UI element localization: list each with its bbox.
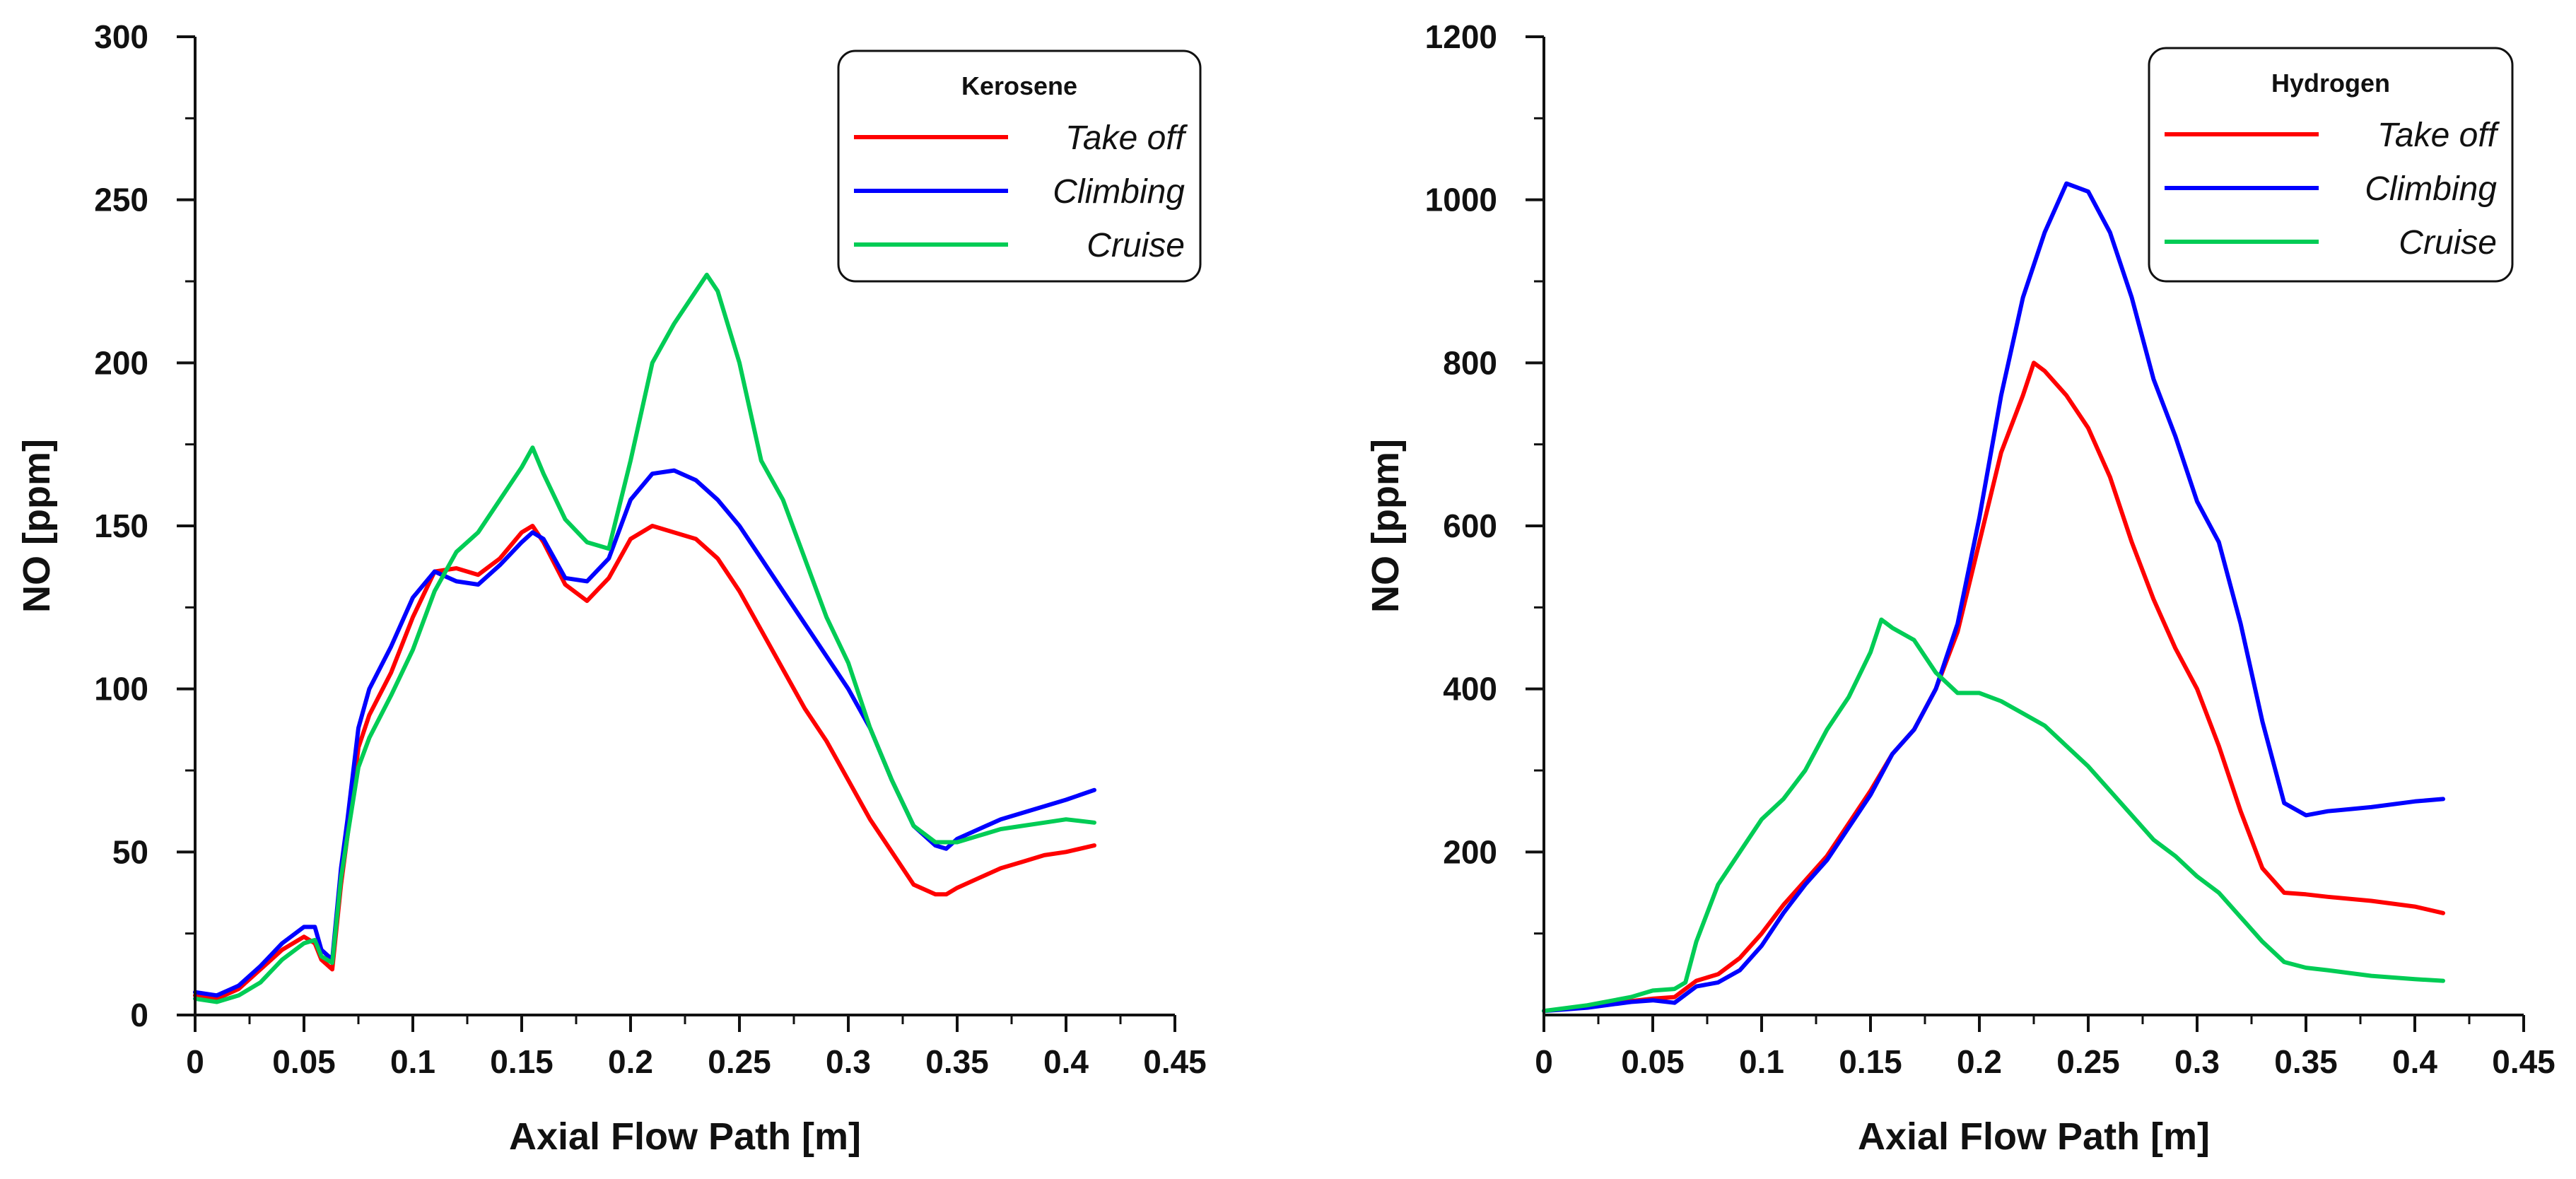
x-tick-label: 0.1 (390, 1043, 435, 1080)
x-tick-label: 0.25 (708, 1043, 771, 1080)
kerosene-chart: 0 0.05 0.1 0.15 0.2 0.25 0.3 0.35 0.4 0.45 0 50 100 1… (16, 18, 1207, 1158)
y-tick-label: 300 (94, 18, 148, 55)
y-tick-label: 600 (1443, 508, 1497, 544)
y-tick-label: 400 (1443, 671, 1497, 708)
series-line-take-off (193, 524, 1096, 1001)
legend-box (837, 49, 1202, 283)
y-tick-label: 200 (94, 344, 148, 381)
legend-title: Hydrogen (2271, 69, 2390, 98)
x-tick-label: 0.05 (1621, 1043, 1685, 1080)
x-tick-label: 0.35 (925, 1043, 989, 1080)
y-tick-label: 250 (94, 182, 148, 218)
legend-label-cruise: Cruise (1087, 227, 1185, 264)
legend-label-cruise: Cruise (2399, 224, 2497, 262)
legend-label-climbing: Climbing (2365, 170, 2497, 208)
y-tick-label: 150 (94, 508, 148, 544)
x-tick-label: 0.15 (490, 1043, 554, 1080)
y-tick-label: 50 (112, 833, 148, 870)
y-axis-title: NO [ppm] (1364, 439, 1407, 613)
x-tick-label: 0.25 (2056, 1043, 2120, 1080)
y-axis-title: NO [ppm] (16, 439, 58, 613)
x-tick-label: 0.15 (1839, 1043, 1902, 1080)
y-tick-label: 0 (130, 997, 148, 1033)
series-line-climbing (1542, 181, 2445, 1014)
y-tick-label: 200 (1443, 833, 1497, 870)
legend: Hydrogen Take off Climbing Cruise (2148, 47, 2514, 283)
legend-title: Kerosene (961, 71, 1077, 100)
x-tick-label: 0.3 (826, 1043, 871, 1080)
y-tick-label: 800 (1443, 344, 1497, 381)
hydrogen-chart: 0 0.05 0.1 0.15 0.2 0.25 0.3 0.35 0.4 0.45 200 400 6… (1364, 18, 2555, 1158)
legend-label-take-off: Take off (2377, 117, 2500, 154)
x-tick-label: 0.3 (2174, 1043, 2220, 1080)
x-tick-label: 0.45 (1143, 1043, 1207, 1080)
y-tick-label: 100 (94, 671, 148, 708)
x-tick-label: 0.2 (608, 1043, 653, 1080)
x-tick-label: 0 (1535, 1043, 1553, 1080)
legend-label-climbing: Climbing (1053, 173, 1185, 211)
x-tick-label: 0.45 (2492, 1043, 2555, 1080)
x-tick-label: 0.4 (1043, 1043, 1089, 1080)
x-tick-label: 0.2 (1957, 1043, 2002, 1080)
series-line-cruise (193, 272, 1096, 1004)
x-tick-label: 0.35 (2274, 1043, 2338, 1080)
x-axis-title: Axial Flow Path [m] (509, 1115, 861, 1158)
y-tick-label: 1200 (1425, 18, 1497, 55)
x-axis-title: Axial Flow Path [m] (1858, 1115, 2210, 1158)
series-line-take-off (1542, 360, 2445, 1014)
series-line-cruise (1542, 617, 2445, 1014)
x-tick-label: 0 (186, 1043, 204, 1080)
x-tick-label: 0.05 (272, 1043, 336, 1080)
legend-box (2148, 47, 2514, 283)
y-tick-label: 1000 (1425, 182, 1497, 218)
legend-label-take-off: Take off (1065, 119, 1188, 157)
series-line-climbing (193, 468, 1096, 998)
legend: Kerosene Take off Climbing Cruise (837, 49, 1202, 283)
x-tick-label: 0.4 (2392, 1043, 2437, 1080)
x-tick-label: 0.1 (1739, 1043, 1784, 1080)
